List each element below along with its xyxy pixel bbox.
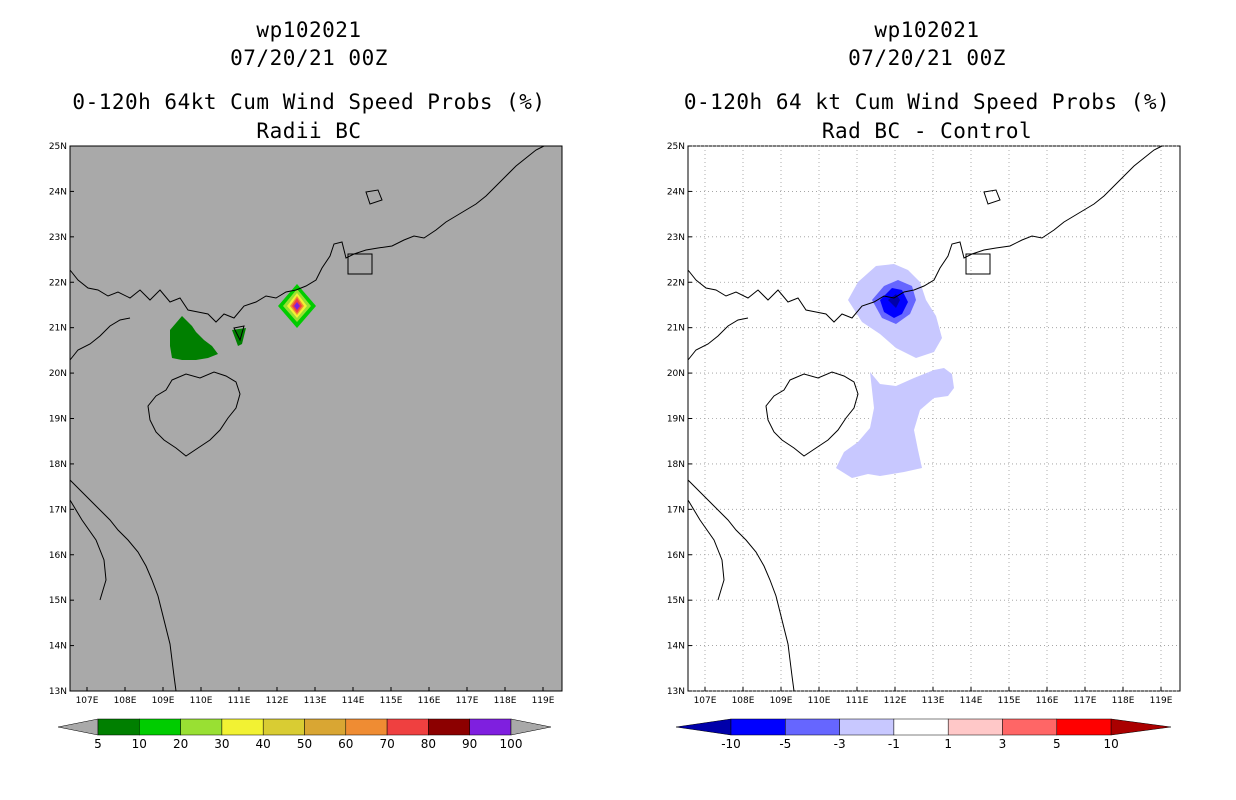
left-map bbox=[69, 145, 563, 692]
left-colorbar-label: 60 bbox=[338, 737, 353, 751]
left-title-product: 0-120h 64kt Cum Wind Speed Probs (%) bbox=[72, 90, 546, 114]
left-colorbar-label: 10 bbox=[132, 737, 147, 751]
left-colorbar-swatch bbox=[304, 718, 347, 736]
left-probability-contours bbox=[170, 284, 316, 360]
right-title-storm: wp102021 bbox=[874, 18, 980, 42]
right-colorbar-swatch bbox=[1002, 718, 1058, 736]
left-colorbar-swatch bbox=[139, 718, 181, 736]
left-coastline bbox=[69, 145, 545, 692]
left-colorbar-label: 20 bbox=[173, 737, 188, 751]
left-colorbar: 5 10 20 30 40 50 60 70 80 90 100 bbox=[57, 718, 552, 751]
left-panel: wp102021 07/20/21 00Z 0-120h 64kt Cum Wi… bbox=[57, 18, 563, 751]
right-map bbox=[687, 145, 1181, 692]
right-colorbar: -10 -5 -3 -1 1 3 5 10 bbox=[675, 718, 1172, 751]
diff-area-minus1-minus3-south bbox=[836, 368, 954, 478]
prob-area-90-100 bbox=[294, 302, 300, 310]
left-colorbar-swatch bbox=[221, 718, 264, 736]
left-colorbar-high-arrow bbox=[510, 718, 552, 736]
right-colorbar-label: -10 bbox=[721, 737, 741, 751]
left-colorbar-swatch bbox=[180, 718, 223, 736]
right-colorbar-label: 1 bbox=[944, 737, 952, 751]
left-colorbar-label: 40 bbox=[256, 737, 271, 751]
left-colorbar-label: 80 bbox=[421, 737, 436, 751]
right-colorbar-swatch bbox=[730, 718, 786, 736]
right-coastline bbox=[687, 145, 1163, 692]
right-colorbar-label: -1 bbox=[888, 737, 900, 751]
left-colorbar-label: 70 bbox=[379, 737, 394, 751]
left-title-date: 07/20/21 00Z bbox=[230, 46, 388, 70]
right-map-background bbox=[687, 145, 1181, 692]
right-colorbar-label: 3 bbox=[999, 737, 1007, 751]
left-colorbar-swatch bbox=[262, 718, 305, 736]
left-title-subtitle: Radii BC bbox=[256, 119, 362, 143]
left-colorbar-swatch bbox=[97, 718, 140, 736]
left-colorbar-label: 50 bbox=[297, 737, 312, 751]
left-colorbar-low-arrow bbox=[57, 718, 99, 736]
right-colorbar-label: -3 bbox=[834, 737, 846, 751]
left-title-storm: wp102021 bbox=[256, 18, 362, 42]
right-panel: wp102021 07/20/21 00Z 0-120h 64 kt Cum W… bbox=[618, 0, 1236, 800]
right-colorbar-swatch bbox=[785, 718, 840, 736]
left-colorbar-label: 5 bbox=[94, 737, 102, 751]
right-colorbar-label: -5 bbox=[779, 737, 791, 751]
right-colorbar-swatch bbox=[1056, 718, 1112, 736]
left-map-background bbox=[69, 145, 563, 692]
right-colorbar-swatch bbox=[947, 718, 1003, 736]
right-title-subtitle: Rad BC - Control bbox=[821, 119, 1033, 143]
right-colorbar-swatch bbox=[839, 718, 895, 736]
diff-area-below-minus10 bbox=[888, 294, 900, 308]
left-colorbar-swatch bbox=[428, 718, 470, 736]
right-title-product: 0-120h 64 kt Cum Wind Speed Probs (%) bbox=[683, 90, 1171, 114]
left-colorbar-label: 90 bbox=[462, 737, 477, 751]
left-colorbar-swatch bbox=[345, 718, 388, 736]
left-colorbar-label: 100 bbox=[500, 737, 523, 751]
right-title-date: 07/20/21 00Z bbox=[848, 46, 1006, 70]
left-colorbar-swatch bbox=[469, 718, 512, 736]
left-colorbar-label: 30 bbox=[214, 737, 229, 751]
right-colorbar-high-arrow bbox=[1110, 718, 1172, 736]
right-difference-contours bbox=[836, 264, 954, 478]
right-colorbar-swatch bbox=[893, 718, 949, 736]
right-colorbar-label: 10 bbox=[1103, 737, 1118, 751]
right-colorbar-low-arrow bbox=[675, 718, 732, 736]
prob-area-5-10 bbox=[170, 316, 218, 360]
right-gridlines bbox=[688, 145, 1180, 692]
right-colorbar-label: 5 bbox=[1053, 737, 1061, 751]
left-colorbar-swatch bbox=[386, 718, 429, 736]
